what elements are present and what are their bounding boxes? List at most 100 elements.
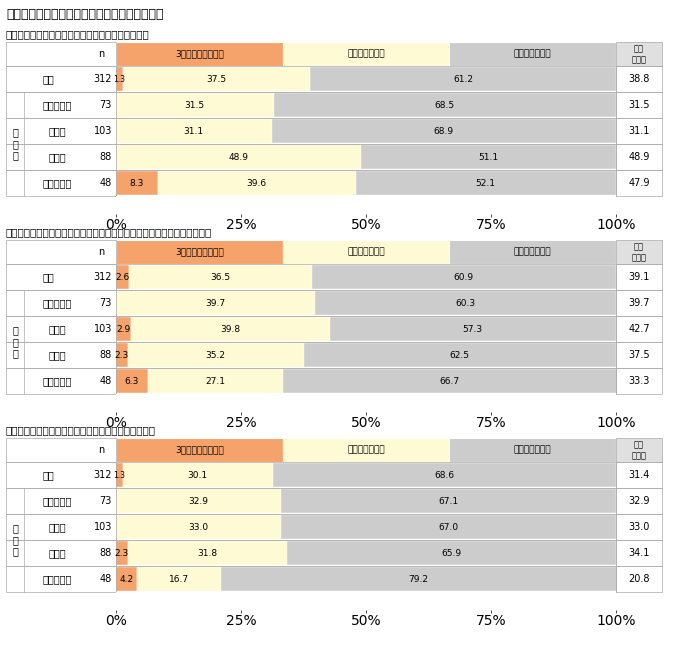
Bar [6,144,116,170]
Text: 39.1: 39.1 [629,272,650,282]
Bar [449,438,616,462]
Text: 1.3: 1.3 [113,470,125,479]
Bar [6,438,116,462]
Bar [283,42,449,66]
Text: 39.7: 39.7 [629,298,650,308]
Text: 16.7: 16.7 [169,575,189,584]
Bar [449,42,616,66]
Bar [616,316,662,342]
Bar [116,462,616,488]
Bar [130,317,330,341]
Text: 312: 312 [94,272,112,282]
Text: ６０代以上: ６０代以上 [42,376,71,386]
Bar [116,93,274,117]
Bar [116,145,360,169]
Bar [283,240,449,264]
Bar [616,240,662,264]
Text: 67.1: 67.1 [438,496,458,505]
Bar [616,92,662,118]
Bar [116,170,616,196]
Text: 3年以内に行いたい: 3年以内に行いたい [175,446,224,454]
Bar [6,514,116,540]
Text: 39.8: 39.8 [220,325,240,333]
Text: 57.3: 57.3 [463,325,483,333]
Text: 【図５－１　性能向上リフォームの実施意向】: 【図５－１ 性能向上リフォームの実施意向】 [6,8,164,21]
Text: 30.1: 30.1 [188,470,208,479]
Bar [116,290,616,316]
Bar [116,264,616,290]
Text: 31.8: 31.8 [197,549,217,558]
Bar [283,369,617,393]
Bar [286,541,616,565]
Text: 51.1: 51.1 [478,153,498,162]
Text: 88: 88 [99,548,112,558]
Bar [616,118,662,144]
Text: ３０代以下: ３０代以下 [42,496,71,506]
Bar [116,541,127,565]
Text: 38.8: 38.8 [629,74,650,84]
Text: 37.5: 37.5 [628,350,650,360]
Text: 6.3: 6.3 [125,377,139,386]
Text: 実施
意向計: 実施 意向計 [631,440,647,460]
Text: 68.9: 68.9 [434,127,454,135]
Bar [6,170,116,196]
Text: 20.8: 20.8 [629,574,650,584]
Bar [116,119,272,143]
Text: 36.5: 36.5 [210,272,230,281]
Bar [616,170,662,196]
Text: 2.3: 2.3 [115,351,129,360]
Bar [616,368,662,394]
Bar [116,463,122,487]
Bar [129,265,312,289]
Text: 年
代
別: 年 代 別 [12,523,18,556]
Bar [616,514,662,540]
Bar [116,144,616,170]
Text: n: n [98,247,104,257]
Text: 34.1: 34.1 [629,548,650,558]
Bar [356,171,616,195]
Bar [116,438,283,462]
Text: 47.9: 47.9 [629,178,650,188]
Bar [116,343,127,367]
Bar [616,438,662,462]
Bar [6,290,116,316]
Text: 31.1: 31.1 [183,127,204,135]
Text: ４０代: ４０代 [48,126,66,136]
Text: 31.5: 31.5 [629,100,650,110]
Bar [116,514,616,540]
Bar [616,462,662,488]
Text: ＜エコリフォームなど、環境性やエネルギー効率に配慮したリフォーム＞: ＜エコリフォームなど、環境性やエネルギー効率に配慮したリフォーム＞ [6,227,212,237]
Text: ５０代: ５０代 [48,548,66,558]
Bar [281,515,616,539]
Text: 103: 103 [94,126,112,136]
Text: 68.6: 68.6 [435,470,454,479]
Bar [281,489,616,513]
Text: 60.9: 60.9 [454,272,474,281]
Bar [6,342,116,368]
Text: 33.0: 33.0 [188,523,209,531]
Bar [116,42,283,66]
Bar [616,66,662,92]
Text: ３０代以下: ３０代以下 [42,100,71,110]
Bar [616,566,662,592]
Text: 88: 88 [99,350,112,360]
Text: 48: 48 [99,178,112,188]
Text: 実施
意向計: 実施 意向計 [631,44,647,64]
Bar [360,145,616,169]
Text: 2.6: 2.6 [116,272,130,281]
Text: 103: 103 [94,324,112,334]
Text: 31.5: 31.5 [185,100,205,109]
Text: 66.7: 66.7 [440,377,460,386]
Bar [137,567,220,591]
Text: 32.9: 32.9 [188,496,209,505]
Bar [6,240,116,264]
Bar [116,540,616,566]
Text: 65.9: 65.9 [441,549,461,558]
Bar [116,171,158,195]
Bar [116,515,281,539]
Text: 33.0: 33.0 [629,522,650,532]
Bar [6,566,116,592]
Bar [116,66,616,92]
Bar [6,66,116,92]
Bar [273,463,616,487]
